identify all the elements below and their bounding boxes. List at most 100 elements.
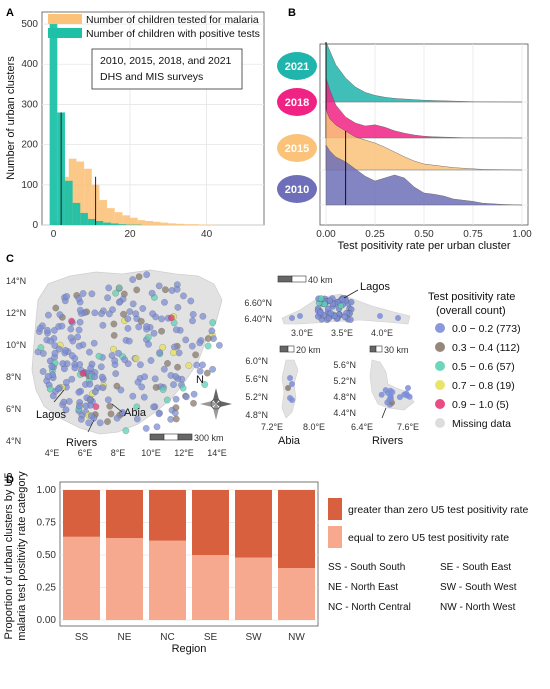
cluster-point: [144, 333, 152, 341]
cluster-point: [199, 312, 207, 320]
lagos-point: [377, 313, 383, 319]
panel-d-x-tick-NW: NW: [288, 632, 305, 643]
cluster-point: [68, 317, 75, 325]
cluster-point: [91, 373, 98, 381]
abia-point: [287, 375, 293, 381]
panel-b-year-label-2015: 2015: [285, 143, 309, 155]
cluster-point: [62, 346, 69, 354]
compass-south-arm: [213, 404, 219, 420]
abia-point: [289, 381, 295, 387]
panel-b-x-tick-4: 1.00: [512, 229, 532, 240]
cluster-point: [98, 310, 105, 318]
panel-d-x-tick-SS: SS: [75, 632, 89, 643]
panel-d-y-ticks: 0.00 0.25 0.50 0.75 1.00: [37, 485, 57, 626]
cluster-point: [59, 360, 67, 367]
abia-points: [285, 375, 295, 403]
cluster-point: [51, 327, 58, 334]
panel-b-year-badge-2021: [277, 52, 317, 80]
cluster-point: [204, 335, 212, 342]
cluster-point: [203, 369, 211, 377]
cluster-point: [76, 318, 84, 326]
cluster-point: [88, 290, 96, 298]
cluster-point: [58, 322, 66, 330]
lagos-lon-tick-3: 4.0°E: [371, 328, 393, 338]
cluster-point: [44, 373, 52, 380]
cluster-point: [133, 415, 141, 423]
panel-d-x-tick-NE: NE: [118, 632, 132, 643]
cluster-point: [75, 295, 83, 302]
lagos-lon-tick-2: 3.5°E: [331, 328, 353, 338]
panel-a-bar-positive: [80, 212, 88, 225]
rivers-inset-label: Rivers: [372, 435, 404, 447]
cluster-point: [151, 375, 159, 383]
lagos-point: [289, 315, 295, 321]
panel-a-bar-tested: [183, 224, 192, 225]
cluster-point: [168, 314, 175, 322]
cluster-point: [179, 384, 187, 392]
cluster-points: [34, 271, 223, 435]
rivers-lat-tick-2: 5.2°N: [333, 376, 356, 386]
map-legend-label-0: 0.0 − 0.2 (773): [452, 323, 521, 335]
cluster-point: [75, 326, 83, 334]
panel-a-annotation-line-2: DHS and MIS surveys: [100, 71, 203, 83]
panel-a-bar-positive: [72, 202, 81, 225]
panel-d-y-tick-1: 0.25: [37, 583, 57, 594]
main-map-label-abia: Abia: [124, 407, 147, 419]
cluster-point: [132, 355, 140, 362]
cluster-point: [90, 339, 98, 347]
cluster-point: [164, 360, 171, 367]
cluster-point: [209, 319, 217, 326]
cluster-point: [187, 297, 195, 305]
panel-a-y-tick-5: 500: [21, 19, 38, 30]
panel-d-bar-NW-zero: [278, 568, 315, 620]
cluster-point: [199, 361, 206, 369]
cluster-point: [47, 337, 54, 345]
cluster-point: [106, 310, 113, 318]
panel-d-grid: [60, 489, 318, 621]
compass-east-arm: [216, 401, 232, 407]
panel-d-bar-NC-positive: [149, 490, 186, 541]
cluster-point: [99, 321, 107, 329]
cluster-point: [76, 402, 83, 410]
cluster-point: [153, 423, 161, 431]
rivers-inset-leader: [381, 407, 387, 419]
cluster-point: [150, 403, 157, 411]
map-legend-label-5: Missing data: [452, 418, 511, 430]
panel-c-maps: 14°N 12°N 10°N 8°N 6°N 4°N 4°E 6°E 8°E 10°E 12°E 1…: [6, 269, 521, 458]
rivers-scale-label: 30 km: [384, 345, 409, 355]
panel-d-bars: [63, 490, 315, 620]
cluster-point: [174, 363, 181, 371]
region-key-entry-1: SE - South East: [440, 562, 511, 573]
panel-a-y-tick-4: 400: [21, 59, 38, 70]
rivers-point: [387, 394, 394, 401]
compass-north-arm: [213, 388, 219, 404]
abia-leader-line: [111, 403, 123, 413]
rivers-lat-tick-3: 4.8°N: [333, 392, 356, 402]
panel-d-x-tick-NC: NC: [160, 632, 174, 643]
cluster-point: [104, 294, 111, 302]
main-map-lon-tick-5: 14°E: [207, 448, 227, 458]
panel-d-bar-SW-positive: [235, 490, 272, 558]
panel-b-x-tick-2: 0.50: [414, 229, 434, 240]
cluster-point: [143, 323, 150, 330]
lagos-inset-label: Lagos: [360, 281, 390, 293]
main-scale-label: 300 km: [194, 433, 224, 443]
map-legend-swatch-5: [435, 418, 445, 428]
cluster-point: [208, 327, 216, 335]
panel-b-year-label-2018: 2018: [285, 97, 309, 109]
panel-label-c: C: [6, 253, 14, 265]
region-key-entry-3: SW - South West: [440, 582, 517, 593]
panel-a-bar-tested: [191, 224, 199, 225]
cluster-point: [216, 341, 223, 349]
panel-d-x-axis-label: Region: [172, 643, 207, 655]
abia-lat-tick-4: 4.8°N: [245, 410, 268, 420]
panel-a-bar-tested: [122, 215, 131, 225]
map-legend-label-4: 0.9 − 1.0 (5): [452, 399, 509, 411]
cluster-point: [204, 342, 212, 350]
cluster-point: [45, 311, 52, 319]
cluster-point: [188, 342, 196, 350]
abia-inset: 20 km 6.0°N 5.6°N 5.2°N 4.8°N 7.2°E 8.0°…: [245, 345, 325, 447]
panel-d-bar-NW-positive: [278, 490, 315, 568]
map-legend-swatch-2: [435, 361, 445, 371]
main-map-label-rivers: Rivers: [66, 437, 98, 449]
